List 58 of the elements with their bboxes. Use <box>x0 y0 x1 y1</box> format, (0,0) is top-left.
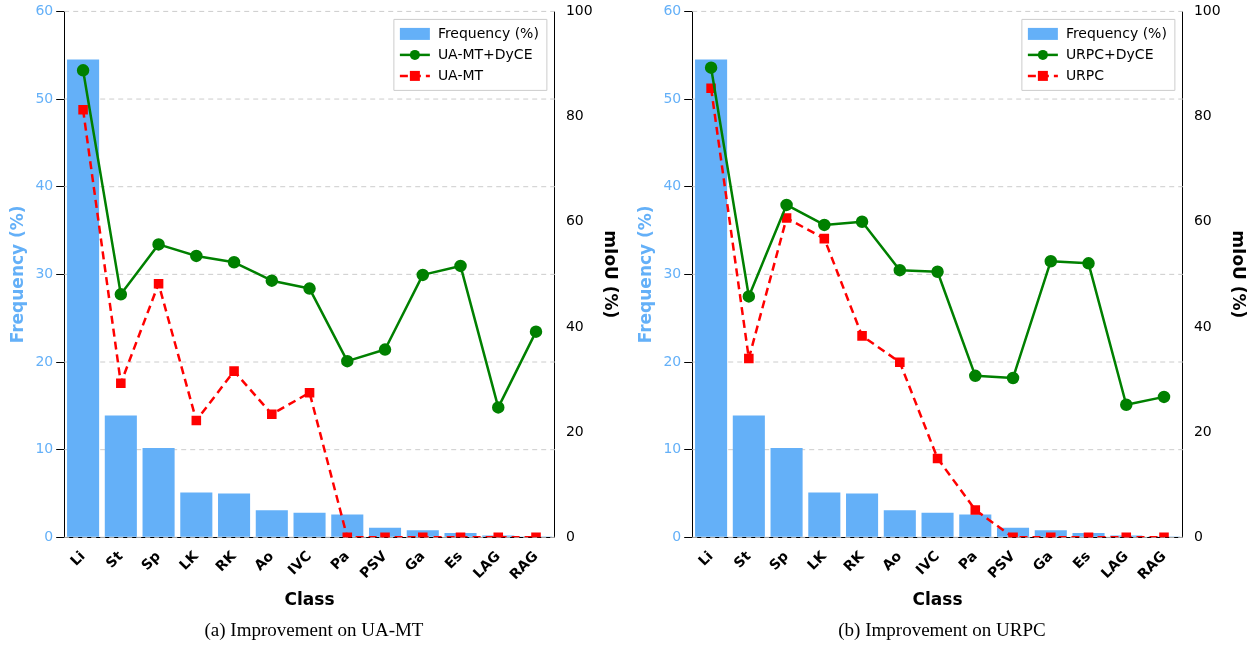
y-tick-label: 30 <box>663 265 682 281</box>
x-axis-title: Class <box>284 589 335 610</box>
y-tick-label: 40 <box>35 177 54 194</box>
y2-tick-label: 100 <box>565 2 593 19</box>
x-tick-label: Li <box>66 547 88 569</box>
x-tick-label: St <box>730 547 754 571</box>
y2-tick-label: 100 <box>1193 2 1221 19</box>
y-tick-label: 50 <box>663 89 682 106</box>
text: (b) Improvement on URPC <box>837 619 1047 641</box>
y-tick-label: 20 <box>663 352 682 369</box>
legend-label: URPC <box>1065 66 1105 83</box>
y2-tick-label: 40 <box>565 317 584 334</box>
y-tick-label: 50 <box>35 89 54 106</box>
legend-label: UA-MT+DyCE <box>437 45 533 62</box>
y-tick-label: 40 <box>663 177 682 194</box>
x-tick-label: Sp <box>137 547 164 574</box>
x-axis-title: Class <box>912 589 963 610</box>
legend-label: Frequency (%) <box>437 24 539 41</box>
y2-tick-label: 20 <box>565 422 584 439</box>
legend-label: Frequency (%) <box>1065 24 1167 41</box>
y-tick-label: 60 <box>663 2 682 19</box>
y2-axis-title: mIoU (%) <box>1229 230 1250 319</box>
x-tick-label: Ao <box>878 547 905 574</box>
x-tick-label: Es <box>1069 547 1094 572</box>
y-tick-label: 0 <box>44 527 54 544</box>
y-tick-label: 30 <box>35 265 54 281</box>
x-tick-label: Li <box>694 547 716 569</box>
x-tick-label: Pa <box>954 547 980 573</box>
y-axis-title: Frequency (%) <box>634 205 655 344</box>
x-tick-label: LK <box>175 546 202 573</box>
legend-label: URPC+DyCE <box>1065 45 1154 62</box>
text: (a) Improvement on UA-MT <box>203 619 425 641</box>
x-tick-label: Ga <box>1029 547 1056 574</box>
x-tick-label: Ga <box>401 547 428 574</box>
y2-tick-label: 60 <box>565 212 584 229</box>
y2-tick-label: 20 <box>1193 422 1212 439</box>
x-tick-label: Es <box>441 547 466 572</box>
x-tick-label: RK <box>212 546 240 575</box>
x-tick-label: St <box>102 547 126 571</box>
y2-tick-label: 0 <box>1193 527 1203 544</box>
y-tick-label: 20 <box>35 352 54 369</box>
y-tick-label: 60 <box>35 2 54 19</box>
y2-tick-label: 40 <box>1193 317 1212 334</box>
x-tick-label: LK <box>803 546 830 573</box>
legend-label: UA-MT <box>437 66 484 83</box>
y-tick-label: 0 <box>672 527 682 544</box>
x-tick-label: Ao <box>250 547 277 574</box>
y2-tick-label: 60 <box>1193 212 1212 229</box>
x-tick-label: Pa <box>326 547 352 573</box>
y-tick-label: 10 <box>663 440 682 457</box>
x-tick-label: Sp <box>765 547 792 574</box>
y-tick-label: 10 <box>35 440 54 457</box>
y-axis-title: Frequency (%) <box>6 205 27 344</box>
y2-tick-label: 80 <box>1193 107 1212 124</box>
x-tick-label: RK <box>840 546 868 575</box>
y2-tick-label: 0 <box>565 527 575 544</box>
y2-tick-label: 80 <box>565 107 584 124</box>
y2-axis-title: mIoU (%) <box>601 230 622 319</box>
